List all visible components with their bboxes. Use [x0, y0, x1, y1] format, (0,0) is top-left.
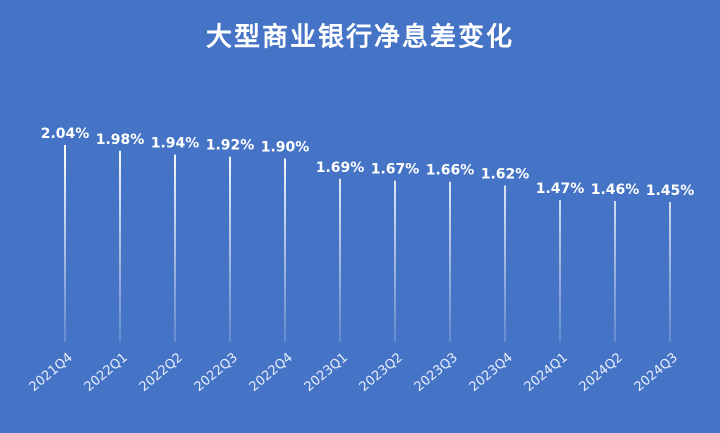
value-label: 1.94% — [151, 136, 200, 152]
value-label: 1.90% — [261, 140, 310, 156]
value-label: 2.04% — [41, 126, 90, 142]
value-label: 1.66% — [426, 163, 475, 179]
value-label: 1.46% — [591, 182, 640, 198]
value-label: 1.98% — [96, 132, 145, 148]
value-label: 1.62% — [481, 167, 530, 183]
chart-title: 大型商业银行净息差变化 — [206, 22, 514, 53]
value-label: 1.67% — [371, 162, 420, 178]
value-label: 1.92% — [206, 138, 255, 154]
value-label: 1.47% — [536, 181, 585, 197]
value-label: 1.45% — [646, 183, 695, 199]
value-label: 1.69% — [316, 160, 365, 176]
